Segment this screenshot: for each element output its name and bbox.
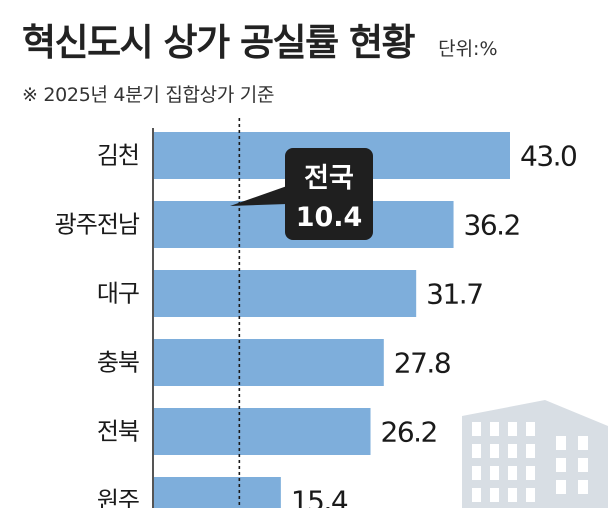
building-icon-window bbox=[578, 458, 588, 472]
callout-pointer bbox=[230, 186, 287, 206]
reference-callout: 전국 10.4 bbox=[230, 148, 373, 240]
building-icon-window bbox=[526, 466, 535, 480]
building-icon-window bbox=[508, 444, 517, 458]
value-label: 27.8 bbox=[394, 347, 450, 380]
building-icon-window bbox=[472, 466, 481, 480]
building-icon bbox=[462, 400, 608, 508]
building-icon-window bbox=[556, 436, 566, 450]
reference-label: 전국 bbox=[304, 163, 354, 194]
value-label: 36.2 bbox=[464, 209, 520, 242]
building-icon-window bbox=[578, 436, 588, 450]
value-label: 15.4 bbox=[291, 485, 348, 508]
building-icon-window bbox=[508, 466, 517, 480]
category-label: 김천 bbox=[97, 142, 139, 170]
callout-box bbox=[285, 148, 373, 240]
unit-label: 단위:% bbox=[438, 38, 498, 60]
building-icon-window bbox=[508, 422, 517, 436]
chart-title: 혁신도시 상가 공실률 현황 bbox=[22, 21, 416, 64]
building-icon-window bbox=[490, 466, 499, 480]
building-icon-window bbox=[556, 458, 566, 472]
value-label: 31.7 bbox=[426, 278, 482, 311]
building-icon-window bbox=[472, 488, 481, 502]
building-icon-window bbox=[490, 422, 499, 436]
bar-3 bbox=[153, 270, 417, 317]
building-icon-window bbox=[490, 488, 499, 502]
building-icon-window bbox=[526, 422, 535, 436]
building-icon-window bbox=[508, 488, 517, 502]
category-label: 광주전남 bbox=[55, 211, 140, 239]
category-label: 원주 bbox=[97, 487, 139, 508]
reference-value: 10.4 bbox=[296, 202, 363, 233]
value-label: 43.0 bbox=[520, 140, 576, 173]
value-label: 26.2 bbox=[381, 416, 437, 449]
building-icon-window bbox=[472, 444, 481, 458]
category-label: 충북 bbox=[97, 349, 139, 377]
building-icon-window bbox=[472, 422, 481, 436]
building-icon-window bbox=[556, 480, 566, 494]
building-icon-window bbox=[526, 444, 535, 458]
chart-header: 혁신도시 상가 공실률 현황 단위:% bbox=[22, 12, 498, 66]
building-icon-window bbox=[490, 444, 499, 458]
bar-5 bbox=[153, 408, 371, 455]
building-icon-window bbox=[578, 480, 588, 494]
bar-4 bbox=[153, 339, 384, 386]
building-icon-window bbox=[526, 488, 535, 502]
bar-6 bbox=[153, 477, 281, 508]
category-label: 대구 bbox=[97, 280, 139, 308]
chart-note: ※ 2025년 4분기 집합상가 기준 bbox=[22, 84, 275, 106]
category-label: 전북 bbox=[97, 418, 139, 446]
